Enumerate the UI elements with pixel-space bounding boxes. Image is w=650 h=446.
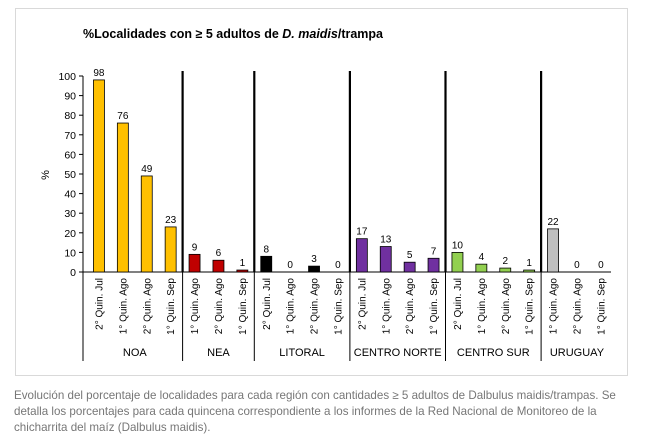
bar-value-label: 49 (141, 164, 153, 175)
y-tick-label: 10 (64, 247, 76, 259)
group-label: NEA (207, 347, 230, 359)
bar (236, 269, 249, 273)
bar-chart: %Localidades con ≥ 5 adultos de D. maidi… (40, 27, 611, 361)
bar-value-label: 22 (547, 217, 559, 228)
bar (308, 265, 320, 273)
y-tick-label: 20 (64, 228, 76, 240)
chart-figure: %Localidades con ≥ 5 adultos de D. maidi… (15, 8, 628, 376)
category-label: 1° Quin. Ago (286, 278, 297, 335)
y-tick-label: 90 (64, 91, 76, 103)
category-label: 2° Quin. Ago (310, 278, 321, 335)
y-tick-label: 70 (64, 130, 76, 142)
figure-caption: Evolución del porcentaje de localidades … (14, 389, 616, 434)
category-label: 1° Quin. Ago (118, 278, 129, 335)
bar-value-label: 23 (165, 215, 177, 226)
group-label: LITORAL (279, 347, 325, 359)
y-tick-label: 30 (64, 208, 76, 220)
y-tick-label: 0 (70, 267, 76, 279)
bar-value-label: 0 (598, 260, 604, 271)
bar-value-label: 2 (502, 256, 508, 267)
bar (140, 175, 153, 273)
chart-title-species: D. maidis (282, 27, 338, 41)
group-label: CENTRO SUR (457, 347, 530, 359)
bar-value-label: 5 (407, 250, 413, 261)
category-label: 2° Quin. Jul (453, 278, 464, 330)
bar (379, 246, 392, 273)
bar (212, 259, 225, 273)
bar-value-label: 76 (117, 111, 129, 122)
category-label: 2° Quin. Jul (94, 278, 105, 330)
bar (427, 257, 440, 273)
chart-title-prefix: %Localidades con ≥ 5 adultos de (83, 27, 282, 41)
bar (523, 269, 536, 273)
bar (451, 251, 464, 273)
bar (499, 267, 512, 273)
bar (164, 226, 177, 273)
bar (355, 238, 368, 273)
category-label: 1° Quin. Sep (166, 278, 177, 335)
category-label: 1° Quin. Sep (596, 278, 607, 335)
chart-title: %Localidades con ≥ 5 adultos de D. maidi… (83, 27, 384, 41)
category-label: 1° Quin. Sep (333, 278, 344, 335)
bar-value-label: 10 (452, 240, 464, 251)
bar-value-label: 1 (240, 258, 246, 269)
category-label: 1° Quin. Ago (381, 278, 392, 335)
y-tick-label: 60 (64, 149, 76, 161)
bar-value-label: 8 (263, 244, 269, 255)
group-label: NOA (123, 347, 148, 359)
category-label: 1° Quin. Sep (429, 278, 440, 335)
category-label: 1° Quin. Ago (190, 278, 201, 335)
bar (547, 228, 559, 273)
group-label: CENTRO NORTE (354, 347, 442, 359)
category-label: 2° Quin. Ago (572, 278, 583, 335)
y-tick-label: 100 (58, 71, 76, 83)
category-label: 1° Quin. Ago (477, 278, 488, 335)
y-tick-label: 80 (64, 110, 76, 122)
bar-value-label: 6 (216, 248, 222, 259)
bar-value-label: 1 (526, 258, 532, 269)
category-label: 1° Quin. Ago (549, 278, 560, 335)
bar (188, 253, 201, 273)
bar-value-label: 17 (356, 227, 368, 238)
category-label: 2° Quin. Ago (501, 278, 512, 335)
bar (116, 122, 129, 273)
bar (403, 261, 416, 273)
bar-value-label: 0 (574, 260, 580, 271)
bar (260, 255, 273, 273)
bar-value-label: 13 (380, 235, 392, 246)
bar-value-label: 0 (287, 260, 293, 271)
bar-value-label: 3 (311, 254, 317, 265)
bar-value-label: 98 (93, 68, 105, 79)
bar-value-label: 4 (479, 252, 485, 263)
category-label: 2° Quin. Jul (357, 278, 368, 330)
category-label: 2° Quin. Jul (262, 278, 273, 330)
y-tick-label: 50 (64, 169, 76, 181)
category-label: 1° Quin. Sep (525, 278, 536, 335)
bar (93, 79, 105, 273)
bar-value-label: 0 (335, 260, 341, 271)
chart-title-suffix: /trampa (338, 27, 384, 41)
bar-value-label: 9 (192, 242, 198, 253)
y-axis-label: % (40, 170, 52, 180)
category-label: 2° Quin. Ago (405, 278, 416, 335)
group-label: URUGUAY (550, 347, 605, 359)
y-tick-label: 40 (64, 189, 76, 201)
bar-value-label: 7 (431, 246, 437, 257)
bar (475, 263, 488, 273)
category-label: 1° Quin. Sep (238, 278, 249, 335)
category-label: 2° Quin. Ago (142, 278, 153, 335)
category-label: 2° Quin. Ago (214, 278, 225, 335)
